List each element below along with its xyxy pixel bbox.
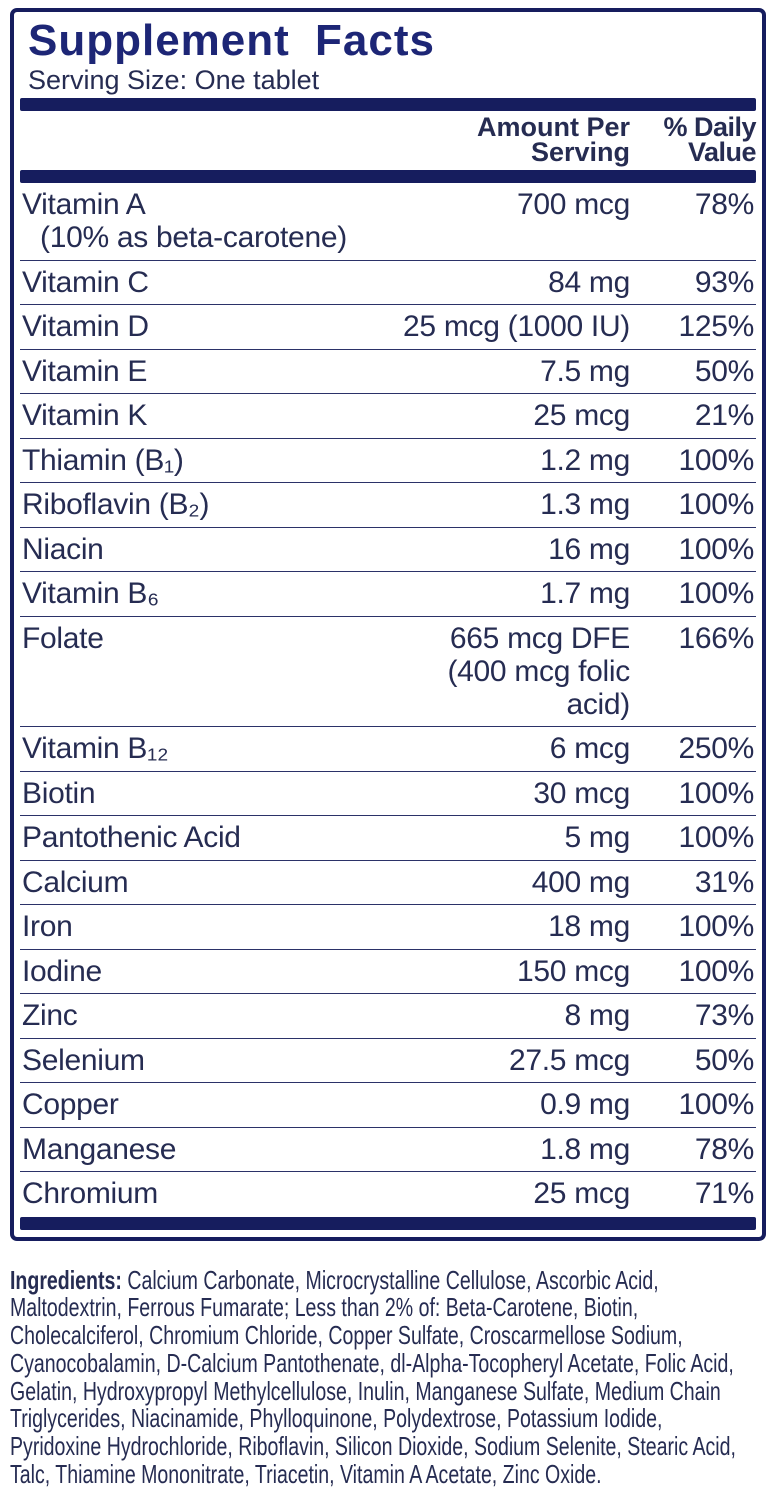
percent-daily-value-header: % Daily Value	[663, 112, 756, 167]
nutrient-daily-value: 166%	[678, 621, 754, 655]
nutrient-name: Manganese	[22, 1132, 177, 1166]
nutrient-daily-value: 100%	[678, 1088, 754, 1121]
nutrient-daily-value: 31%	[694, 865, 754, 899]
table-row: Vitamin A 700 mcg 78% (10% as beta-carot…	[20, 183, 756, 260]
table-row: Pantothenic Acid 5 mg 100%	[20, 815, 756, 860]
nutrient-name: Thiamin (B₁)	[22, 443, 184, 477]
ingredients-label: Ingredients:	[10, 1264, 122, 1295]
nutrient-daily-value: 50%	[694, 354, 754, 388]
nutrient-daily-value: 21%	[694, 399, 754, 432]
nutrient-daily-value: 93%	[694, 265, 754, 299]
nutrient-name: Niacin	[22, 532, 104, 566]
nutrient-amount: 5 mg	[564, 821, 631, 854]
nutrient-amount-note: (400 mcg folic acid)	[447, 654, 630, 721]
nutrient-amount: 1.7 mg	[540, 577, 630, 610]
nutrient-amount: 1.2 mg	[540, 443, 630, 477]
nutrient-name: Iron	[22, 910, 73, 943]
nutrient-amount: 0.9 mg	[540, 1088, 630, 1121]
ingredients-text: Calcium Carbonate, Microcrystalline Cell…	[10, 1264, 736, 1490]
nutrient-daily-value: 71%	[694, 1177, 754, 1210]
table-row: Thiamin (B₁) 1.2 mg 100%	[20, 437, 756, 483]
divider-bar-top	[20, 98, 756, 111]
table-row: Niacin 16 mg 100%	[20, 526, 756, 572]
nutrient-daily-value: 125%	[678, 310, 754, 343]
nutrient-name: Vitamin K	[22, 399, 148, 432]
nutrient-amount: 25 mcg	[533, 399, 630, 432]
nutrient-amount: 6 mcg	[549, 732, 631, 765]
nutrient-daily-value: 100%	[678, 910, 754, 943]
nutrient-daily-value: 100%	[678, 954, 754, 988]
nutrient-name: Vitamin B₁₂	[22, 732, 169, 765]
nutrient-daily-value: 100%	[678, 577, 754, 610]
nutrient-name: Vitamin C	[22, 265, 149, 299]
nutrient-name: Vitamin B₆	[22, 577, 159, 610]
table-row: Chromium 25 mcg 71%	[20, 1171, 756, 1216]
table-row: Vitamin B₆ 1.7 mg 100%	[20, 571, 756, 616]
table-row: Selenium 27.5 mcg 50%	[20, 1037, 756, 1083]
nutrient-name: Iodine	[22, 954, 102, 988]
nutrient-daily-value: 250%	[678, 732, 754, 765]
nutrient-amount: 27.5 mcg	[509, 1043, 630, 1077]
table-row: Copper 0.9 mg 100%	[20, 1082, 756, 1127]
divider-bar-header	[20, 170, 756, 183]
nutrient-amount: 700 mcg	[517, 188, 630, 221]
nutrient-amount: 665 mcg DFE	[449, 621, 630, 655]
nutrient-daily-value: 100%	[678, 821, 754, 854]
divider-bar-bottom	[20, 1216, 756, 1230]
supplement-facts-panel: Supplement Facts Serving Size: One table…	[10, 8, 766, 1241]
table-row: Vitamin D 25 mcg (1000 IU) 125%	[20, 304, 756, 349]
supplement-facts-title: Supplement Facts	[28, 16, 435, 65]
nutrient-amount: 25 mcg	[533, 1177, 630, 1210]
table-row: Calcium 400 mg 31%	[20, 859, 756, 905]
nutrient-daily-value: 100%	[678, 443, 754, 477]
nutrient-name: Biotin	[22, 776, 96, 810]
nutrient-amount: 16 mg	[548, 532, 630, 566]
table-row: Vitamin K 25 mcg 21%	[20, 393, 756, 438]
nutrient-amount: 150 mcg	[517, 954, 630, 988]
nutrient-amount: 84 mg	[548, 265, 630, 299]
nutrient-name: Zinc	[22, 999, 78, 1032]
ingredients-paragraph: Ingredients: Calcium Carbonate, Microcry…	[10, 1264, 747, 1490]
amount-per-serving-header: Amount Per Serving	[476, 112, 630, 167]
nutrient-amount: 30 mcg	[533, 776, 630, 810]
table-row: Biotin 30 mcg 100%	[20, 770, 756, 816]
nutrient-name: Pantothenic Acid	[22, 821, 241, 854]
nutrient-amount: 18 mg	[548, 910, 630, 943]
nutrient-daily-value: 100%	[678, 776, 754, 810]
nutrient-amount: 7.5 mg	[540, 354, 630, 388]
table-row: Vitamin E 7.5 mg 50%	[20, 348, 756, 394]
table-row: Zinc 8 mg 73%	[20, 993, 756, 1038]
nutrient-amount: 8 mg	[564, 999, 631, 1032]
nutrient-daily-value: 73%	[694, 999, 754, 1032]
nutrient-amount: 1.8 mg	[540, 1132, 630, 1166]
nutrient-daily-value: 78%	[694, 188, 754, 221]
nutrient-daily-value: 100%	[678, 532, 754, 566]
table-row: Riboflavin (B₂) 1.3 mg 100%	[20, 482, 756, 527]
table-row: Iron 18 mg 100%	[20, 904, 756, 949]
table-row: Manganese 1.8 mg 78%	[20, 1126, 756, 1172]
nutrient-name: Chromium	[22, 1177, 158, 1210]
column-header-row: Amount Per Serving % Daily Value	[20, 111, 757, 170]
nutrient-name: Vitamin D	[22, 310, 149, 343]
nutrient-name: Copper	[22, 1088, 119, 1121]
table-row: Vitamin C 84 mg 93%	[20, 259, 756, 305]
nutrient-amount: 400 mg	[531, 865, 631, 899]
table-row: Iodine 150 mcg 100%	[20, 948, 756, 994]
nutrient-amount: 1.3 mg	[540, 488, 630, 521]
nutrient-name-note: (10% as beta-carotene)	[40, 221, 347, 254]
serving-size-text: Serving Size: One tablet	[28, 65, 320, 95]
nutrient-name: Calcium	[22, 865, 129, 899]
nutrient-amount: 25 mcg (1000 IU)	[403, 310, 630, 343]
nutrient-daily-value: 50%	[694, 1043, 754, 1077]
nutrient-name: Vitamin A	[22, 188, 146, 221]
table-row: Vitamin B₁₂ 6 mcg 250%	[20, 726, 756, 771]
nutrient-table: Vitamin A 700 mcg 78% (10% as beta-carot…	[20, 183, 756, 1216]
nutrient-name: Selenium	[22, 1043, 145, 1077]
nutrient-name: Vitamin E	[22, 354, 148, 388]
table-row: Folate 665 mcg DFE 166% (400 mcg folic a…	[20, 615, 756, 727]
nutrient-name: Riboflavin (B₂)	[22, 488, 210, 521]
nutrient-daily-value: 78%	[694, 1132, 754, 1166]
nutrient-daily-value: 100%	[678, 488, 754, 521]
nutrient-name: Folate	[22, 621, 104, 655]
